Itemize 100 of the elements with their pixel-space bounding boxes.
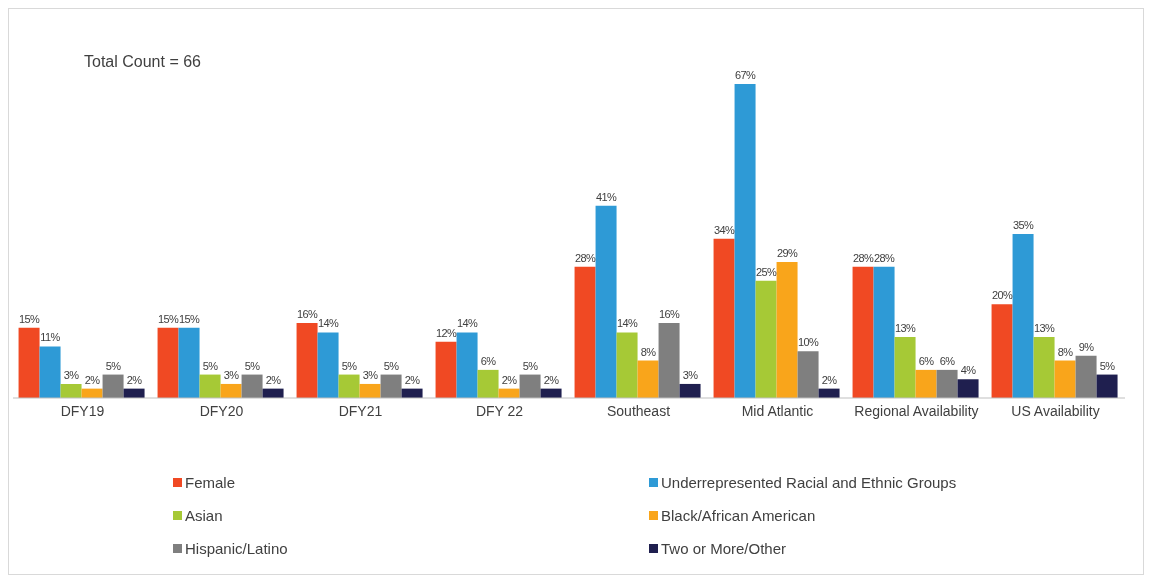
bar [296,323,318,398]
legend-label: Two or More/Other [661,540,787,557]
bar [574,266,596,398]
legend-label: Asian [185,507,223,524]
data-label: 2% [84,373,101,386]
data-label: 13% [894,322,916,335]
data-label: 11% [40,331,61,344]
bar [755,280,777,398]
bar [616,332,638,398]
data-label: 8% [1057,345,1074,358]
data-label: 2% [265,373,282,386]
bar [936,369,958,398]
data-label: 5% [522,359,539,372]
data-label: 3% [63,368,80,381]
x-tick-label: DFY 22 [475,402,524,419]
data-label: 5% [341,359,358,372]
data-label: 2% [404,373,421,386]
x-tick-label: Mid Atlantic [741,402,814,419]
bar [776,262,798,398]
x-tick-label: Southeast [606,402,671,419]
bar [317,332,339,398]
bar [1012,233,1034,398]
bar [519,374,541,398]
data-label: 9% [1078,340,1095,353]
data-label: 6% [939,354,956,367]
text: Total Count = 66 [84,53,201,71]
bar [435,341,457,398]
legend-label: Underrepresented Racial and Ethnic Groups [661,474,957,491]
bar [359,383,381,398]
bar [39,346,61,398]
bar [797,351,819,398]
data-label: 3% [362,368,379,381]
data-label: 28% [852,251,874,264]
x-tick-label: DFY21 [338,402,383,419]
bar [915,369,937,398]
bar [241,374,263,398]
bar [102,374,124,398]
bar [894,337,916,398]
data-label: 67% [734,69,756,81]
bar [178,327,200,398]
data-label: 6% [918,354,935,367]
data-label: 4% [960,364,977,377]
x-tick-label: DFY20 [199,402,244,419]
x-tick-label: Regional Availability [854,402,979,419]
data-label: 12% [435,326,457,339]
bar [637,360,659,398]
legend-label: Black/African American [661,507,816,524]
bar [1054,360,1076,398]
data-label: 2% [126,373,143,386]
data-label: 16% [296,308,318,321]
bar [1075,355,1097,398]
data-label: 10% [797,336,819,349]
data-label: 34% [713,223,735,236]
data-label: 35% [1012,218,1034,231]
bar [477,369,499,398]
data-label: 5% [244,359,261,372]
data-label: 3% [223,368,240,381]
bar [220,383,242,398]
bar [1033,337,1055,398]
data-label: 29% [776,247,798,260]
bar [157,327,179,398]
data-label: 15% [18,312,40,325]
data-label: 15% [157,312,179,325]
bar [713,238,735,398]
bar [338,374,360,398]
bar [679,383,701,398]
data-label: 16% [658,308,680,321]
data-label: 2% [821,373,838,386]
bar [199,374,221,398]
bar [380,374,402,398]
data-label: 8% [640,345,657,358]
bar [18,327,40,398]
data-label: 28% [574,251,596,264]
data-label: 20% [991,289,1013,302]
bar [734,84,756,398]
bar [873,266,895,398]
data-label: 3% [682,368,699,381]
bar [595,205,617,398]
bar [852,266,874,398]
data-label: 2% [501,373,518,386]
data-label: 5% [1099,359,1116,372]
bar [991,304,1013,398]
legend-label: Hispanic/Latino [185,540,288,557]
data-label: 41% [595,190,617,203]
data-label: 15% [178,312,200,325]
data-label: 28% [873,251,895,264]
data-label: 14% [317,317,339,330]
x-tick-label: DFY19 [60,402,105,419]
bar [1096,374,1118,398]
bar [60,383,82,398]
data-label: 5% [105,359,122,372]
data-label: 14% [456,317,478,330]
bar [957,379,979,398]
data-label: 5% [202,359,219,372]
bar [658,323,680,398]
x-tick-label: US Availability [1011,402,1100,419]
data-label: 25% [755,265,777,278]
data-label: 6% [480,354,497,367]
legend-label: Female [185,474,236,491]
bar [456,332,478,398]
